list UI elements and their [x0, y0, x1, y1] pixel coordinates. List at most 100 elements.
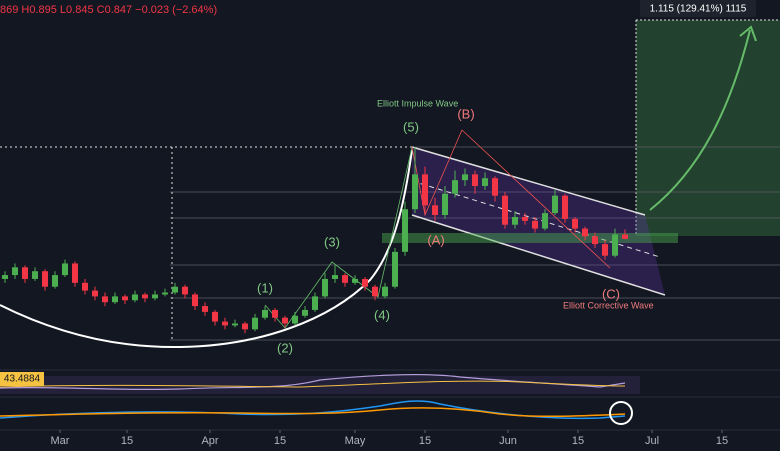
candle-body	[382, 286, 388, 297]
annotation: Elliott Impulse Wave	[377, 98, 458, 108]
candle-body	[272, 309, 278, 318]
corrective-wave	[411, 129, 611, 269]
candle-body	[192, 294, 198, 307]
rsi-ma	[0, 380, 626, 388]
candle-body	[622, 234, 628, 239]
x-tick-label: 15	[419, 435, 431, 447]
candle-body	[222, 321, 228, 326]
candle-body	[512, 216, 518, 225]
candle-body	[142, 294, 148, 299]
candle-body	[402, 209, 408, 252]
candle-body	[162, 292, 168, 295]
wave-label: (B)	[457, 106, 474, 121]
candle-body	[32, 271, 38, 279]
candle-body	[232, 323, 238, 326]
candle-body	[282, 317, 288, 324]
wave-label: (1)	[257, 280, 273, 295]
candle-body	[352, 278, 358, 283]
rsi-line	[0, 374, 626, 391]
candle-body	[292, 315, 298, 324]
rsi-label: 43.4884	[4, 374, 41, 385]
x-tick-label: Jun	[499, 435, 517, 447]
candle-body	[492, 178, 498, 196]
candle-body	[22, 267, 28, 279]
candle-body	[172, 286, 178, 293]
candle-body	[252, 317, 258, 330]
candle-body	[472, 174, 478, 186]
candle-body	[442, 193, 448, 216]
candle-body	[482, 178, 488, 186]
target-label: 1.115 (129.41%) 1115	[650, 4, 747, 15]
x-tick-label: 15	[274, 435, 286, 447]
levels	[170, 146, 780, 341]
candle-body	[522, 216, 528, 221]
candle-body	[52, 275, 58, 287]
x-tick-label: Apr	[201, 435, 218, 447]
x-tick-label: 15	[716, 435, 728, 447]
annotation: Elliott Corrective Wave	[563, 300, 654, 310]
candle-body	[72, 263, 78, 283]
candle-body	[132, 294, 138, 301]
rsi-label-bg	[0, 372, 44, 386]
candle-body	[152, 294, 158, 299]
candle-body	[2, 275, 8, 279]
x-tick-label: 15	[121, 435, 133, 447]
candle-body	[412, 174, 418, 210]
wave-label: (C)	[602, 286, 620, 301]
candle-body	[342, 275, 348, 283]
x-tick-label: 15	[572, 435, 584, 447]
channel-upper	[411, 146, 646, 216]
x-tick-label: Mar	[51, 435, 70, 447]
impulse-wave	[264, 146, 413, 329]
x-tick-label: May	[345, 435, 366, 447]
channel-mid	[411, 180, 661, 258]
candle-body	[532, 220, 538, 229]
candle-body	[82, 282, 88, 291]
target-arrow	[649, 29, 751, 211]
candle-body	[312, 296, 318, 310]
target-zone	[636, 20, 780, 236]
candle-body	[362, 278, 368, 287]
candle-body	[612, 234, 618, 256]
candle-body	[452, 180, 458, 194]
candle-body	[552, 195, 558, 214]
signal-line	[0, 407, 626, 418]
arrow-head	[739, 25, 757, 42]
candle-body	[122, 296, 128, 301]
candle-body	[202, 306, 208, 312]
candle-body	[392, 251, 398, 287]
candle-body	[562, 195, 568, 219]
candle-body	[592, 236, 598, 245]
candle-body	[182, 286, 188, 295]
candle-body	[42, 271, 48, 287]
wave-label: (A)	[427, 232, 444, 247]
candle-body	[102, 296, 108, 303]
wave-label: (5)	[403, 119, 419, 134]
support-zone	[382, 233, 678, 243]
candle-body	[12, 267, 18, 276]
candle-body	[502, 195, 508, 225]
candles	[2, 147, 628, 334]
candle-body	[602, 244, 608, 256]
candle-body	[582, 228, 588, 237]
candle-body	[62, 263, 68, 276]
candle-body	[242, 323, 248, 330]
candle-body	[542, 213, 548, 229]
candle-body	[462, 174, 468, 181]
rsi-band	[0, 376, 640, 394]
candle-body	[432, 205, 438, 216]
candle-body	[112, 296, 118, 303]
target-label-bg	[640, 0, 756, 17]
highlight-circle	[609, 401, 633, 425]
candle-body	[572, 218, 578, 229]
candle-body	[332, 275, 338, 279]
cup-curve	[0, 149, 413, 349]
candle-body	[302, 309, 308, 316]
x-axis: Mar 15 Apr 15 May 15 Jun 15 Jul 15	[51, 430, 728, 447]
wave-label: (4)	[374, 307, 390, 322]
candle-body	[262, 309, 268, 318]
channel-lower	[411, 214, 666, 296]
candle-body	[372, 286, 378, 297]
